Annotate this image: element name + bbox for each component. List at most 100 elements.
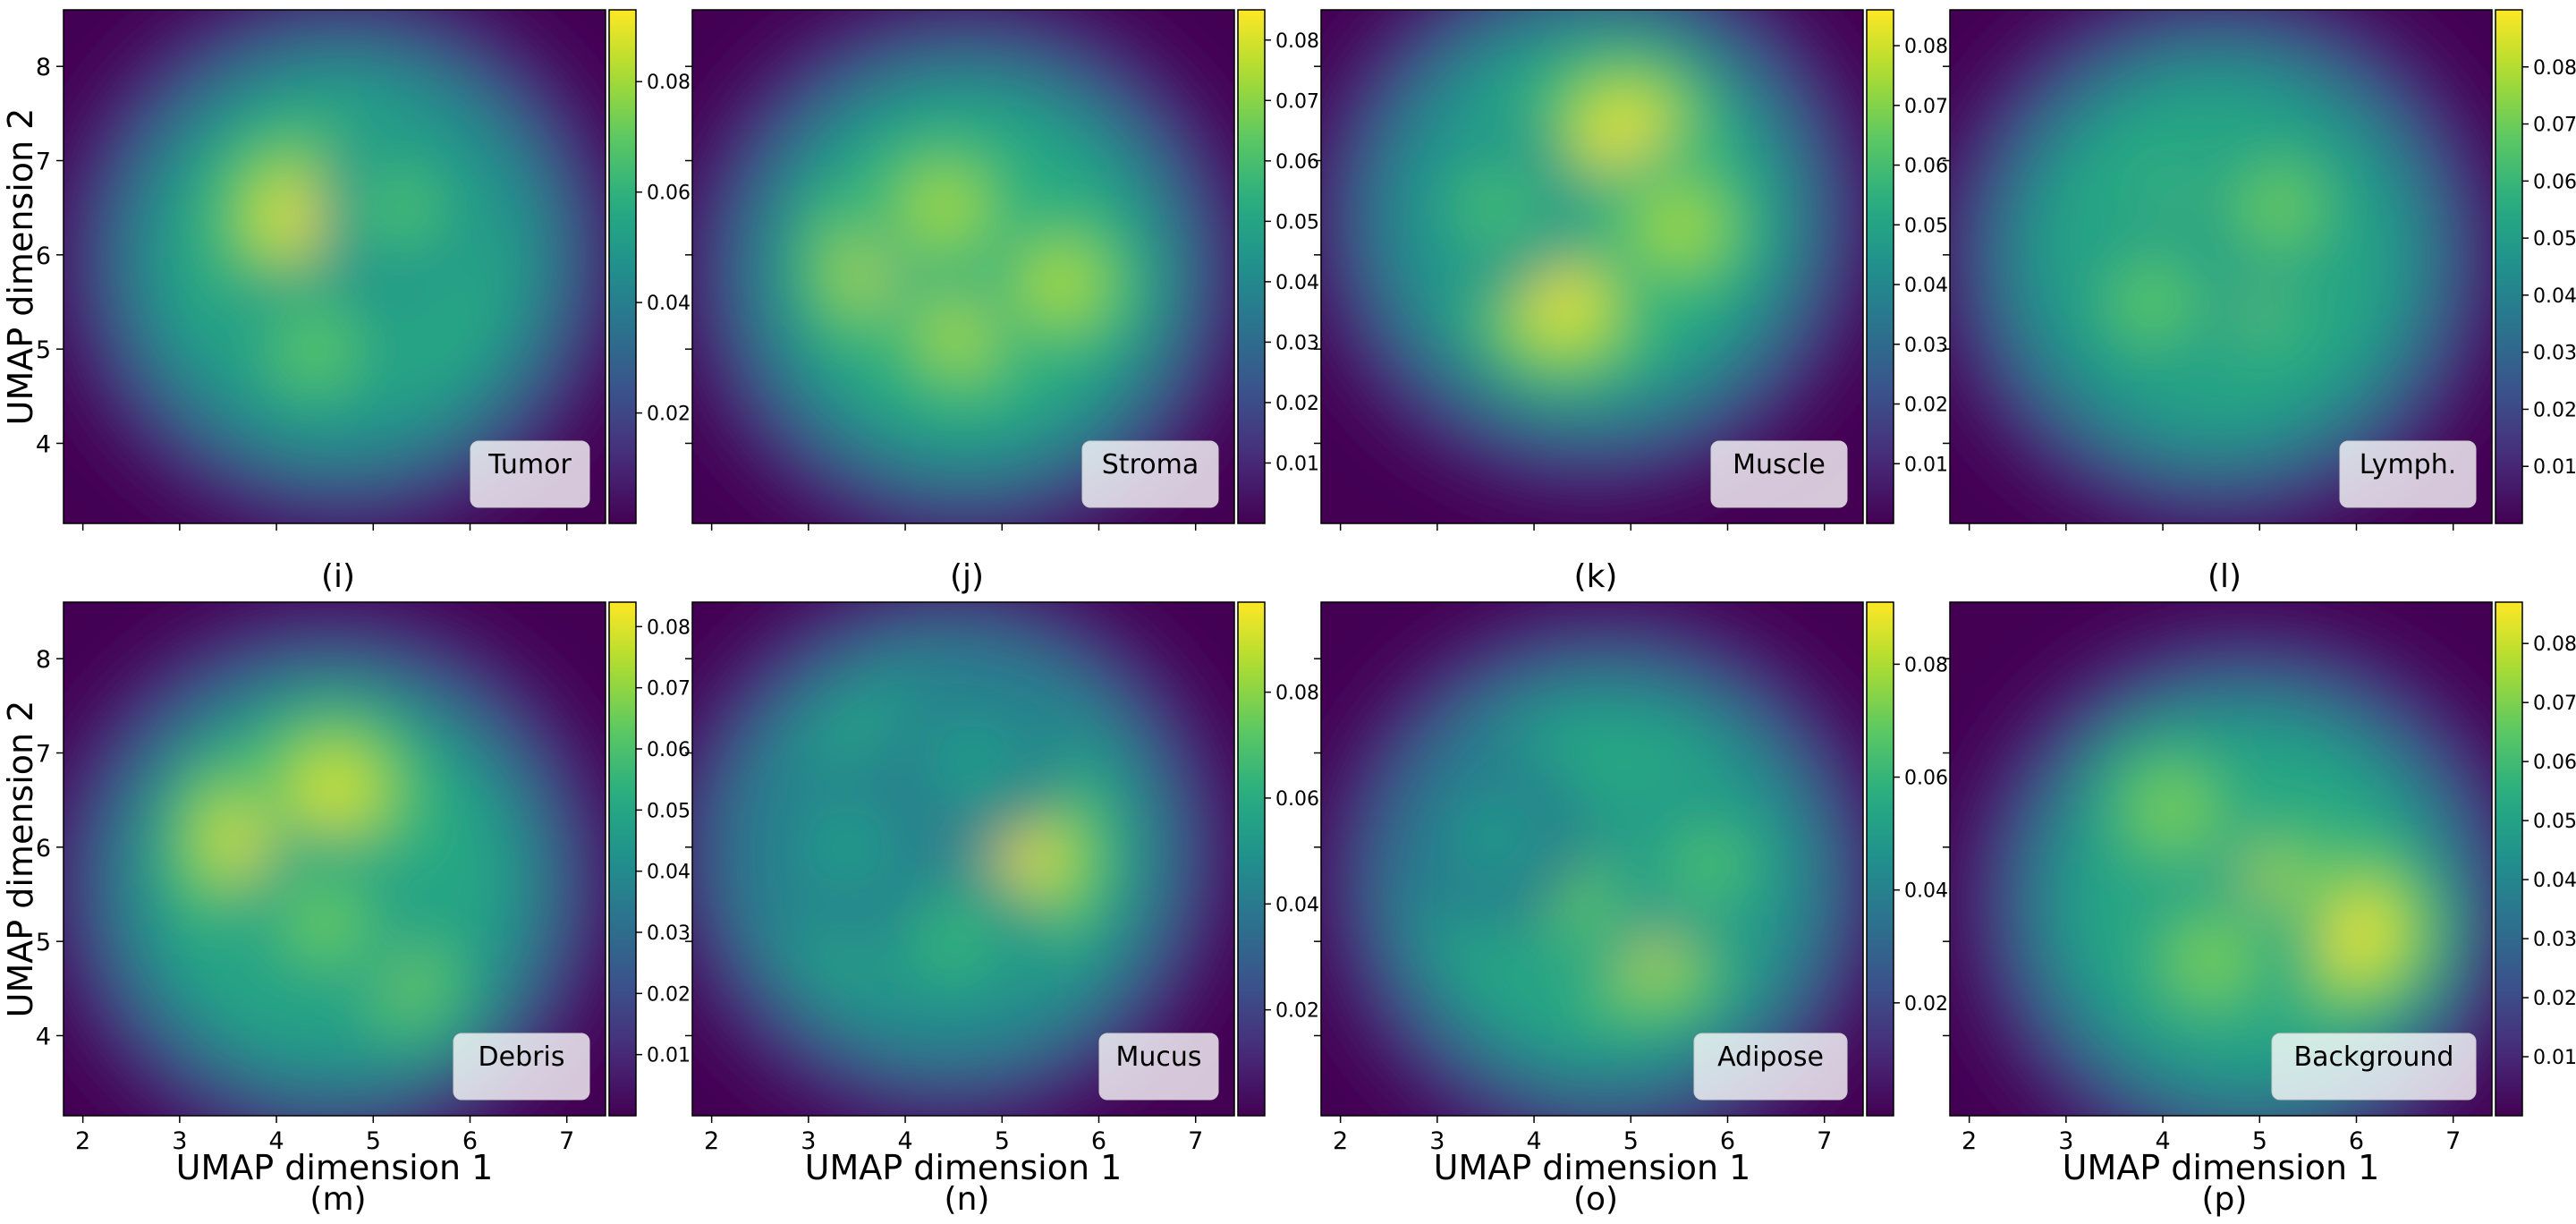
colorbar-tick-label: 0.04	[1275, 894, 1319, 916]
density-peak	[2137, 775, 2207, 844]
colorbar-tick-label: 0.08	[2533, 633, 2576, 656]
density-map	[1321, 602, 1863, 1116]
x-tick-label: 2	[1962, 1127, 1977, 1155]
panel-muscle: Muscle 0.01 0.02 0.03 0.04 0.05 0.06 0.07 0.08	[1314, 9, 1948, 531]
y-tick-label: 8	[36, 646, 51, 674]
x-tick-label: 4	[1526, 1127, 1541, 1155]
x-tick-label: 7	[1188, 1127, 1203, 1155]
colorbar-tick-label: 0.04	[2533, 285, 2576, 308]
density-peak	[290, 888, 360, 957]
x-tick-label: 5	[1623, 1127, 1639, 1155]
density-peak	[1025, 249, 1096, 318]
panel-lymph: Lymph. 0.01 0.02 0.03 0.04 0.05 0.06 0.07 0.08	[1943, 9, 2576, 531]
tissue-label: Muscle	[1733, 449, 1826, 480]
x-tick-label: 7	[559, 1127, 574, 1155]
density-map	[692, 602, 1234, 1116]
density-peak	[1673, 831, 1743, 900]
panel-caption-o: (o)	[1573, 1181, 1618, 1218]
colorbar-tick-label: 0.07	[1904, 96, 1948, 118]
colorbar-tick-label: 0.08	[1904, 36, 1948, 58]
colorbar-tick-label: 0.02	[1904, 395, 1948, 417]
colorbar	[1237, 9, 1266, 524]
density-map	[64, 602, 606, 1116]
y-tick-label: 5	[36, 336, 51, 364]
colorbar-tick-label: 0.01	[1904, 454, 1948, 476]
density-peak	[2176, 926, 2247, 995]
plot-frame	[1949, 9, 2493, 524]
colorbar-tick-label: 0.03	[1904, 335, 1948, 357]
colorbar-tick-label: 0.01	[647, 1045, 691, 1067]
tissue-label-box	[1710, 440, 1848, 508]
colorbar-tick-label: 0.06	[1275, 788, 1319, 811]
panel-debris: 2 3 4 5 6 7 4 5 6 7 8 UMAP dimension 1 UMAP dimensio…	[1, 601, 691, 1187]
density-peak	[937, 728, 1008, 796]
colorbar-tick-label: 0.06	[1904, 156, 1948, 178]
tissue-label-box	[2271, 1033, 2477, 1101]
colorbar-tick-label: 0.04	[1275, 272, 1319, 294]
y-tick-label: 5	[36, 929, 51, 956]
density-map	[1321, 10, 1863, 501]
panel-caption-l: (l)	[2207, 558, 2241, 595]
colorbar-tick-label: 0.04	[1904, 275, 1948, 297]
colorbar-tick-label: 0.07	[1275, 90, 1319, 113]
x-tick-label: 2	[1333, 1127, 1348, 1155]
colorbar-tick-label: 0.02	[1904, 993, 1948, 1016]
colorbar-tick-label: 0.04	[1904, 880, 1948, 903]
colorbar-tick-label: 0.06	[647, 739, 691, 761]
y-axis-label: UMAP dimension 2	[1, 701, 40, 1018]
colorbar	[2495, 9, 2523, 524]
panel-caption-p: (p)	[2202, 1181, 2248, 1218]
x-tick-label: 3	[1429, 1127, 1445, 1155]
y-tick-label: 6	[36, 242, 51, 270]
panel-caption-n: (n)	[945, 1181, 990, 1218]
colorbar-tick-label: 0.08	[647, 72, 691, 94]
colorbar-tick-label: 0.08	[1904, 654, 1948, 676]
tissue-label: Background	[2294, 1041, 2454, 1073]
plot-frame	[1320, 601, 1864, 1117]
panel-tumor: 4 5 6 7 8 UMAP dimension 2 Tumor 0.02 0.04 0.06 0.…	[1, 9, 691, 531]
density-peak	[1528, 268, 1598, 336]
density-peak	[2243, 174, 2314, 242]
colorbar-tick-label: 0.06	[2533, 171, 2576, 193]
panel-caption-k: (k)	[1574, 558, 1618, 595]
x-tick-label: 3	[801, 1127, 816, 1155]
plot-frame	[691, 601, 1235, 1117]
density-peak	[1460, 803, 1530, 872]
panel-caption-j: (j)	[950, 558, 984, 595]
x-tick-label: 5	[366, 1127, 381, 1155]
x-tick-label: 5	[995, 1127, 1010, 1155]
colorbar-tick-label: 0.01	[2533, 1047, 2576, 1069]
density-peak	[280, 315, 351, 384]
colorbar-tick-label: 0.07	[647, 678, 691, 701]
panel-stroma: Stroma 0.01 0.02 0.03 0.04 0.05 0.06 0.07 0.08	[685, 9, 1319, 531]
y-tick-label: 4	[36, 1023, 51, 1050]
panel-adipose: 2 3 4 5 6 7 UMAP dimension 1 Adipose 0.02 0.04 0.0…	[1314, 601, 1948, 1187]
colorbar-tick-label: 0.02	[1275, 1000, 1319, 1023]
tissue-label-box	[1098, 1033, 1219, 1101]
plot-frame	[1949, 601, 2493, 1117]
x-tick-label: 6	[2349, 1127, 2364, 1155]
plot-frame	[63, 601, 606, 1117]
colorbar-tick-label: 0.04	[2533, 870, 2576, 892]
density-peak	[1644, 192, 1715, 261]
colorbar-tick-label: 0.04	[647, 862, 691, 884]
colorbar-tick-label: 0.06	[647, 183, 691, 205]
tissue-label-box	[2339, 440, 2477, 508]
x-tick-label: 2	[704, 1127, 719, 1155]
colorbar	[2495, 601, 2523, 1117]
density-map	[64, 10, 606, 523]
colorbar-tick-label: 0.02	[2533, 988, 2576, 1010]
tissue-label-box	[1081, 440, 1219, 508]
density-map	[1950, 10, 2492, 523]
colorbar-tick-label: 0.08	[2533, 57, 2576, 80]
plot-frame	[63, 9, 606, 524]
colorbar-tick-label: 0.02	[647, 983, 691, 1006]
colorbar-tick-label: 0.02	[1275, 393, 1319, 415]
colorbar-tick-label: 0.08	[1275, 30, 1319, 53]
colorbar-tick-label: 0.03	[2533, 929, 2576, 951]
density-peak	[367, 174, 437, 242]
x-tick-label: 7	[1817, 1127, 1832, 1155]
colorbar-tick-label: 0.06	[1275, 151, 1319, 174]
density-map	[1955, 618, 2492, 1116]
density-map	[692, 10, 1234, 523]
